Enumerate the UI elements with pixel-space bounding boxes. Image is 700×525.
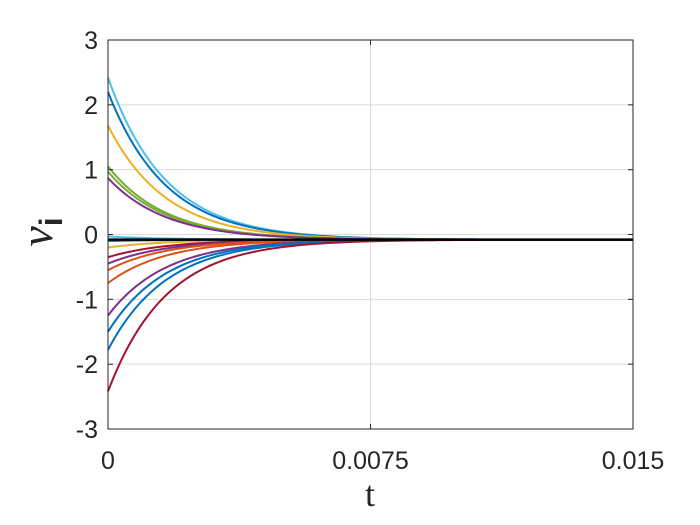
y-axis-label-symbol: ν: [11, 226, 62, 247]
y-tick-label: -1: [76, 286, 98, 314]
y-axis-ticks: -3 -2 -1 0 1 2 3: [76, 27, 633, 444]
y-tick-label: -3: [76, 416, 98, 444]
y-tick-label: 2: [84, 92, 98, 120]
y-tick-label: -2: [76, 351, 98, 379]
x-axis-label: t: [365, 474, 375, 514]
x-tick-label: 0.0075: [332, 447, 408, 475]
y-tick-label: 3: [84, 27, 98, 55]
y-tick-label: 0: [84, 222, 98, 250]
y-axis-label: νi: [11, 217, 69, 246]
x-tick-label: 0.015: [602, 447, 665, 475]
y-axis-label-subscript: i: [33, 217, 69, 226]
x-tick-label: 0: [101, 447, 115, 475]
x-axis-ticks: 0 0.0075 0.015: [101, 40, 664, 475]
grid: [108, 40, 633, 429]
y-tick-label: 1: [84, 157, 98, 185]
series-lines: [107, 77, 633, 392]
